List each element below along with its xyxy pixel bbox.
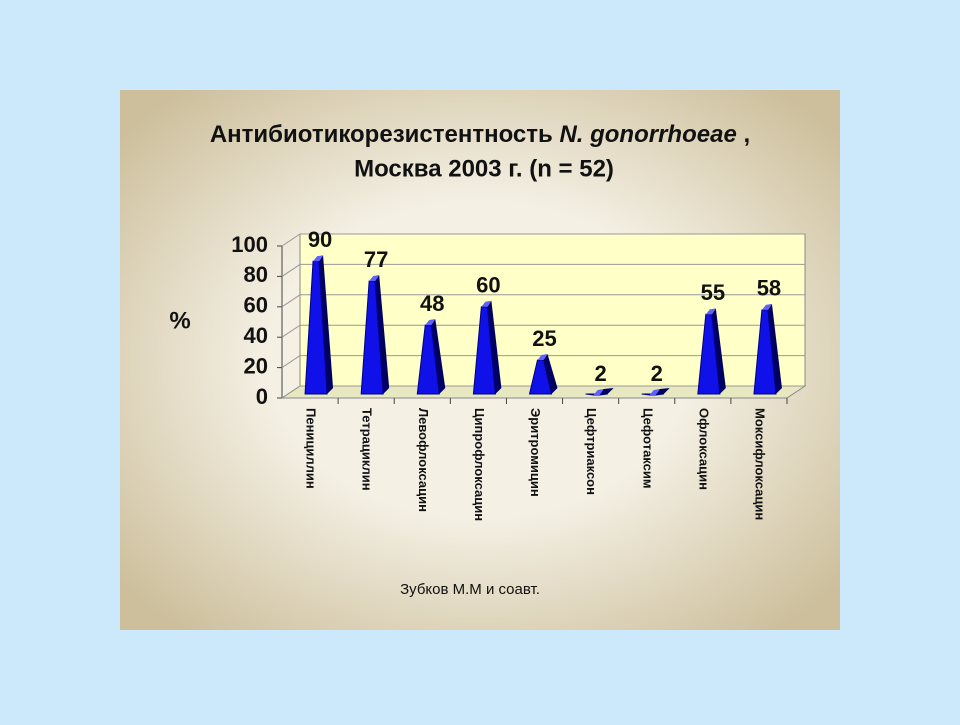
x-tick-label: Цефотаксим [640,408,655,488]
x-tick-label: Моксифлоксацин [753,408,768,520]
x-tick-label: Ципрофлоксацин [472,408,487,521]
x-tick-label: Эритромицин [528,408,543,497]
footnote: Зубков М.М и соавт. [400,581,540,598]
grid-line [281,233,805,247]
x-tick-label: Левофлоксацин [416,408,431,512]
bar-side [487,300,502,394]
title-part: N. gonorrhoeae [559,121,736,148]
grid-line [281,324,805,338]
bar-side [431,319,446,394]
bar-top [313,255,324,262]
y-tick-label: 60 [244,293,268,318]
value-label: 55 [701,280,725,305]
chart-subtitle: Москва 2003 г. (n = 52) [354,155,614,182]
bar-top [369,274,380,281]
value-label: 2 [594,361,606,386]
value-label: 25 [532,326,556,351]
y-tick-label: 20 [244,353,268,378]
bar-side [375,274,390,394]
bar-side [543,354,558,394]
y-tick-label: 0 [256,384,268,409]
bar-top [761,303,772,310]
bar-side [319,255,334,394]
bar-side [767,303,782,394]
value-label: 90 [308,227,332,252]
bar-side [599,388,614,395]
x-tick-label: Тетрациклин [360,408,375,491]
bar-top [705,308,716,315]
bar-top [537,354,548,360]
value-label: 48 [420,291,444,316]
grid-line [281,385,805,399]
value-label: 58 [757,276,781,301]
bar-side [711,308,726,394]
bar-top [649,388,660,395]
grid-line [281,263,805,277]
value-label: 77 [364,247,388,272]
y-tick-label: 80 [244,262,268,287]
bar-top [593,388,604,395]
value-label: 2 [651,361,663,386]
y-axis-label: % [169,307,190,334]
x-tick-label: Цефтриаксон [584,408,599,495]
x-tick-label: Пенициллин [304,408,319,489]
bar-top [481,300,492,307]
x-tick-label: Офлоксацин [696,408,711,490]
grid-line [281,294,805,308]
grid-line [281,355,805,369]
value-label: 60 [476,273,500,298]
title-part: Антибиотикорезистентность [210,121,560,148]
bar-top [425,319,436,326]
chart-title: Антибиотикорезистентность N. gonorrhoeae… [210,121,750,148]
y-tick-label: 100 [231,232,268,257]
title-part: , [737,121,750,148]
y-tick-label: 40 [244,323,268,348]
bar-side [655,388,670,395]
